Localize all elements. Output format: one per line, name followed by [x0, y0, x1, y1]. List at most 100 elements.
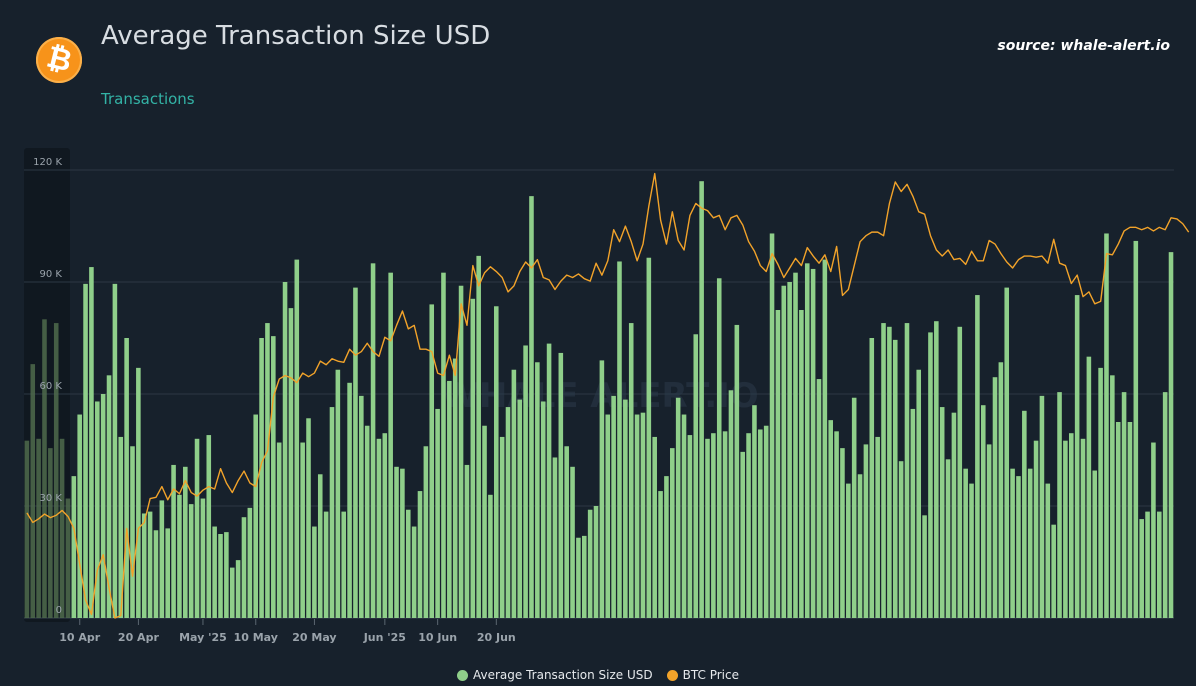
bar[interactable]	[928, 332, 933, 618]
bar[interactable]	[271, 336, 276, 618]
bar[interactable]	[212, 526, 217, 618]
bar[interactable]	[793, 272, 798, 618]
bar[interactable]	[887, 326, 892, 618]
bar[interactable]	[523, 345, 528, 618]
bar[interactable]	[141, 513, 147, 618]
bar[interactable]	[529, 196, 534, 618]
bar[interactable]	[711, 433, 716, 618]
bar[interactable]	[916, 369, 922, 618]
bar[interactable]	[658, 491, 663, 618]
bar[interactable]	[582, 535, 587, 618]
bar[interactable]	[493, 306, 499, 618]
bar[interactable]	[611, 395, 616, 618]
bar[interactable]	[851, 397, 857, 618]
bar[interactable]	[646, 257, 652, 618]
bar[interactable]	[634, 414, 640, 618]
bar[interactable]	[910, 408, 916, 618]
bar[interactable]	[693, 334, 699, 618]
bar[interactable]	[153, 530, 159, 618]
bar[interactable]	[804, 263, 810, 618]
bar[interactable]	[341, 511, 347, 618]
bar[interactable]	[951, 412, 957, 618]
bar[interactable]	[922, 515, 927, 618]
bar[interactable]	[259, 338, 264, 618]
bar[interactable]	[429, 304, 435, 618]
bar[interactable]	[1157, 511, 1162, 618]
bar[interactable]	[77, 414, 82, 618]
bar[interactable]	[810, 268, 816, 618]
bar[interactable]	[470, 298, 476, 618]
bar[interactable]	[758, 429, 763, 618]
bar[interactable]	[599, 360, 605, 618]
bar[interactable]	[1068, 433, 1074, 618]
bar[interactable]	[799, 310, 804, 618]
bar[interactable]	[276, 442, 282, 618]
bar[interactable]	[235, 560, 241, 618]
bar[interactable]	[722, 431, 728, 618]
bar[interactable]	[517, 399, 523, 618]
legend-item-avg-size[interactable]: Average Transaction Size USD	[457, 668, 653, 682]
bar[interactable]	[1121, 392, 1127, 618]
bar[interactable]	[593, 506, 599, 618]
bar[interactable]	[998, 362, 1004, 618]
bar[interactable]	[846, 483, 851, 618]
bar[interactable]	[317, 474, 323, 618]
bar[interactable]	[347, 382, 352, 618]
bar[interactable]	[505, 407, 511, 618]
bar[interactable]	[112, 283, 118, 618]
bar[interactable]	[165, 528, 170, 618]
bar[interactable]	[306, 418, 311, 618]
bar[interactable]	[423, 446, 429, 618]
bar[interactable]	[670, 448, 675, 618]
bar[interactable]	[24, 440, 30, 618]
bar[interactable]	[986, 444, 992, 618]
bar[interactable]	[435, 408, 440, 618]
bar[interactable]	[699, 181, 704, 618]
bar[interactable]	[1104, 233, 1109, 618]
bar[interactable]	[1057, 392, 1062, 618]
bar[interactable]	[975, 295, 980, 618]
bar[interactable]	[48, 448, 53, 618]
bar[interactable]	[1110, 375, 1115, 618]
bar[interactable]	[30, 364, 36, 618]
bar[interactable]	[769, 233, 775, 618]
bar[interactable]	[945, 459, 951, 618]
bar[interactable]	[939, 407, 945, 618]
bar[interactable]	[681, 414, 687, 618]
bar[interactable]	[511, 369, 517, 618]
bar[interactable]	[42, 319, 47, 618]
bar[interactable]	[605, 414, 611, 618]
bar[interactable]	[1145, 511, 1150, 618]
bar[interactable]	[969, 483, 974, 618]
bar[interactable]	[752, 405, 757, 618]
bar[interactable]	[840, 448, 845, 618]
bar[interactable]	[1151, 442, 1156, 618]
bar[interactable]	[1139, 519, 1144, 618]
bar[interactable]	[992, 377, 998, 618]
bar[interactable]	[1086, 356, 1092, 618]
bar[interactable]	[282, 282, 288, 618]
bar[interactable]	[863, 444, 869, 618]
bar[interactable]	[89, 267, 94, 618]
bar[interactable]	[652, 436, 657, 618]
bar[interactable]	[53, 323, 59, 618]
bar[interactable]	[1127, 422, 1133, 618]
bar[interactable]	[458, 285, 464, 618]
bar[interactable]	[370, 263, 376, 618]
bar[interactable]	[71, 476, 77, 618]
bar[interactable]	[329, 407, 335, 618]
bar[interactable]	[441, 272, 446, 618]
bar[interactable]	[130, 446, 135, 618]
bar[interactable]	[1010, 468, 1015, 618]
bar[interactable]	[159, 500, 165, 618]
bar[interactable]	[394, 466, 399, 618]
bar[interactable]	[312, 526, 317, 618]
bar[interactable]	[335, 369, 341, 618]
bar[interactable]	[687, 435, 693, 618]
bar[interactable]	[59, 438, 65, 618]
bar[interactable]	[558, 352, 564, 618]
bar[interactable]	[200, 498, 206, 618]
bar[interactable]	[775, 310, 781, 618]
bar[interactable]	[1027, 468, 1033, 618]
bar[interactable]	[576, 537, 581, 618]
